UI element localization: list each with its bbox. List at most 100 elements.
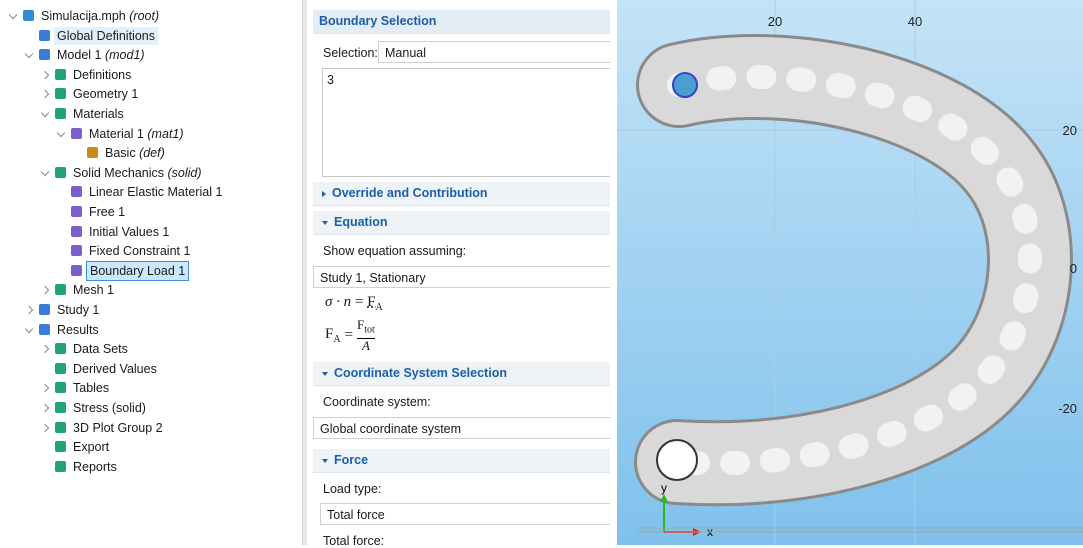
node-label[interactable]: Simulacija.mph (root) xyxy=(38,7,162,25)
tree-row[interactable]: Global Definitions xyxy=(0,27,300,45)
expand-toggle[interactable] xyxy=(25,324,33,332)
node-label[interactable]: Basic (def) xyxy=(102,144,168,162)
eq-sub: tot xyxy=(364,325,375,336)
node-label[interactable]: Global Definitions xyxy=(54,27,158,45)
tree-row[interactable]: Basic (def) xyxy=(0,144,300,162)
node-icon xyxy=(71,206,82,217)
tree-row[interactable]: Study 1 xyxy=(0,301,300,319)
expand-toggle[interactable] xyxy=(41,109,49,117)
node-label[interactable]: Material 1 (mat1) xyxy=(86,125,187,143)
tree-row[interactable]: Fixed Constraint 1 xyxy=(0,242,300,260)
section-header[interactable]: Override and Contribution xyxy=(313,182,610,206)
node-icon xyxy=(55,167,66,178)
node-label[interactable]: Definitions xyxy=(70,66,134,84)
label-text: Geometry 1 xyxy=(73,87,138,101)
node-icon xyxy=(71,245,82,256)
section-header[interactable]: Force xyxy=(313,449,610,473)
node-icon xyxy=(39,30,50,41)
load-type-dropdown[interactable]: Total force xyxy=(320,503,610,525)
coordinate-dropdown[interactable]: Global coordinate system xyxy=(313,417,610,439)
node-label[interactable]: Solid Mechanics (solid) xyxy=(70,164,205,182)
tree-row[interactable]: Initial Values 1 xyxy=(0,223,300,241)
node-label[interactable]: Results xyxy=(54,321,102,339)
tree-row[interactable]: Linear Elastic Material 1 xyxy=(0,183,300,201)
node-label[interactable]: Stress (solid) xyxy=(70,399,149,417)
node-icon xyxy=(55,69,66,80)
equation: σ · n = FA xyxy=(325,294,383,313)
node-label[interactable]: Tables xyxy=(70,379,112,397)
expand-toggle[interactable] xyxy=(41,71,49,79)
expand-toggle[interactable] xyxy=(41,404,49,412)
expand-toggle[interactable] xyxy=(41,423,49,431)
label-text: Materials xyxy=(73,107,124,121)
label-text: Simulacija.mph xyxy=(41,9,126,23)
tree-row[interactable]: Results xyxy=(0,321,300,339)
list-item[interactable]: 3 xyxy=(327,73,606,87)
tree-row[interactable]: Export xyxy=(0,438,300,456)
label-tag: (solid) xyxy=(168,166,202,180)
tick-label: -20 xyxy=(1058,401,1077,416)
label-text: Global Definitions xyxy=(57,29,155,43)
node-label[interactable]: Boundary Load 1 xyxy=(86,261,189,281)
graphics-window[interactable]: 20 40 20 0 -20 y x xyxy=(617,0,1083,545)
expand-toggle[interactable] xyxy=(41,90,49,98)
node-label[interactable]: Study 1 xyxy=(54,301,102,319)
label-tag: (mod1) xyxy=(105,48,145,62)
node-icon xyxy=(39,304,50,315)
node-label[interactable]: Mesh 1 xyxy=(70,281,117,299)
label-text: Linear Elastic Material 1 xyxy=(89,185,222,199)
tree-row[interactable]: Boundary Load 1 xyxy=(0,262,300,280)
node-label[interactable]: Derived Values xyxy=(70,360,160,378)
expand-toggle[interactable] xyxy=(57,128,65,136)
tree-row[interactable]: Data Sets xyxy=(0,340,300,358)
node-label[interactable]: Data Sets xyxy=(70,340,131,358)
tree-row[interactable]: Definitions xyxy=(0,66,300,84)
selection-dropdown[interactable]: Manual xyxy=(378,41,610,63)
tree-row[interactable]: Mesh 1 xyxy=(0,281,300,299)
node-label[interactable]: Linear Elastic Material 1 xyxy=(86,183,225,201)
tree-row[interactable]: Model 1 (mod1) xyxy=(0,46,300,64)
node-label[interactable]: 3D Plot Group 2 xyxy=(70,419,166,437)
tree-row[interactable]: 3D Plot Group 2 xyxy=(0,419,300,437)
label-tag: (def) xyxy=(139,146,165,160)
node-label[interactable]: Model 1 (mod1) xyxy=(54,46,148,64)
selection-label: Selection: xyxy=(323,46,378,60)
expand-toggle[interactable] xyxy=(41,168,49,176)
node-label[interactable]: Export xyxy=(70,438,112,456)
tree-row[interactable]: Geometry 1 xyxy=(0,85,300,103)
tree-row[interactable]: Simulacija.mph (root) xyxy=(0,7,300,25)
node-icon xyxy=(71,186,82,197)
node-icon xyxy=(55,343,66,354)
node-label[interactable]: Free 1 xyxy=(86,203,128,221)
tree-row[interactable]: Material 1 (mat1) xyxy=(0,125,300,143)
tree-row[interactable]: Stress (solid) xyxy=(0,399,300,417)
node-label[interactable]: Fixed Constraint 1 xyxy=(86,242,193,260)
node-label[interactable]: Reports xyxy=(70,458,120,476)
tree-row[interactable]: Free 1 xyxy=(0,203,300,221)
eq-op: = xyxy=(345,327,353,344)
label-text: Study 1 xyxy=(57,303,99,317)
expand-toggle[interactable] xyxy=(9,11,17,19)
study-dropdown[interactable]: Study 1, Stationary xyxy=(313,266,610,288)
section-header[interactable]: Equation xyxy=(313,211,610,235)
tree-row[interactable]: Solid Mechanics (solid) xyxy=(0,164,300,182)
tree-row[interactable]: Materials xyxy=(0,105,300,123)
expand-toggle[interactable] xyxy=(25,50,33,58)
tree-row[interactable]: Derived Values xyxy=(0,360,300,378)
node-label[interactable]: Initial Values 1 xyxy=(86,223,172,241)
node-label[interactable]: Geometry 1 xyxy=(70,85,141,103)
expand-toggle[interactable] xyxy=(41,384,49,392)
expand-toggle[interactable] xyxy=(25,306,33,314)
label-text: Stress (solid) xyxy=(73,401,146,415)
expand-toggle[interactable] xyxy=(41,286,49,294)
label-text: Derived Values xyxy=(73,362,157,376)
node-label[interactable]: Materials xyxy=(70,105,127,123)
section-header[interactable]: Coordinate System Selection xyxy=(313,362,610,386)
section-title: Force xyxy=(334,453,368,467)
selection-list[interactable]: 3 xyxy=(322,68,610,177)
label-text: Solid Mechanics xyxy=(73,166,164,180)
label-text: Initial Values 1 xyxy=(89,225,169,239)
tree-row[interactable]: Reports xyxy=(0,458,300,476)
expand-toggle[interactable] xyxy=(41,345,49,353)
tree-row[interactable]: Tables xyxy=(0,379,300,397)
